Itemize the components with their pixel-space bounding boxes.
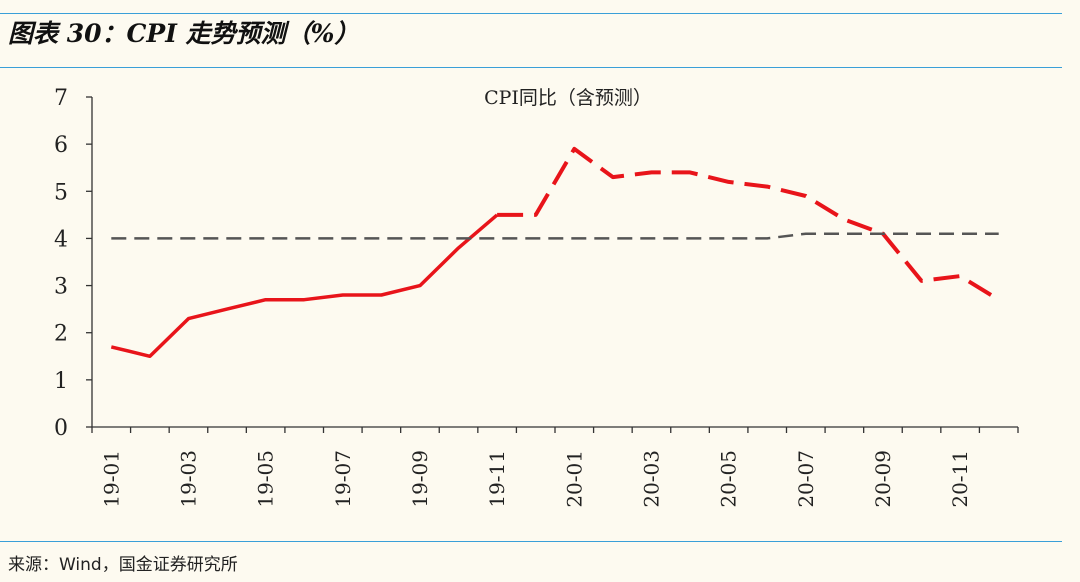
y-tick-label: 1: [54, 369, 68, 394]
x-tick-label: 19-07: [331, 450, 355, 508]
figure-title: 图表 30：CPI 走势预测（%）: [8, 19, 360, 48]
x-tick-label: 19-03: [176, 450, 200, 508]
series-line-3: [111, 232, 999, 240]
x-tick-label: 20-01: [562, 450, 586, 508]
series-layer: [110, 146, 1000, 359]
y-tick-label: 2: [54, 322, 68, 347]
x-tick-label: 20-05: [717, 450, 741, 508]
series-line-2: [497, 146, 1000, 302]
x-tick-label: 19-05: [254, 450, 278, 508]
series-line-1: [110, 213, 499, 359]
x-tick-label: 19-09: [408, 450, 432, 508]
chart-title: CPI同比（含预测）: [484, 87, 652, 109]
title-rule: [0, 67, 1062, 68]
axes: 0 1 2 3 4 5 6 7 19-01 19-03 19-05 19-07 19-09 19-11 20…: [54, 86, 1019, 508]
source-note: 来源：Wind，国金证券研究所: [8, 555, 238, 575]
top-rule: [0, 13, 1062, 14]
source-rule: [0, 541, 1062, 542]
y-tick-label: 5: [54, 180, 68, 205]
x-tick-label: 19-01: [99, 450, 123, 508]
x-tick-label: 20-11: [948, 450, 972, 508]
x-tick-label: 20-07: [794, 450, 818, 508]
y-tick-label: 4: [54, 227, 68, 252]
x-tick-label: 20-03: [639, 450, 663, 508]
x-tick-label: 20-09: [871, 450, 895, 508]
y-tick-label: 7: [54, 86, 68, 111]
y-tick-label: 0: [54, 416, 68, 441]
x-tick-label: 19-11: [485, 450, 509, 508]
y-tick-label: 3: [54, 275, 68, 300]
y-tick-label: 6: [54, 133, 68, 158]
